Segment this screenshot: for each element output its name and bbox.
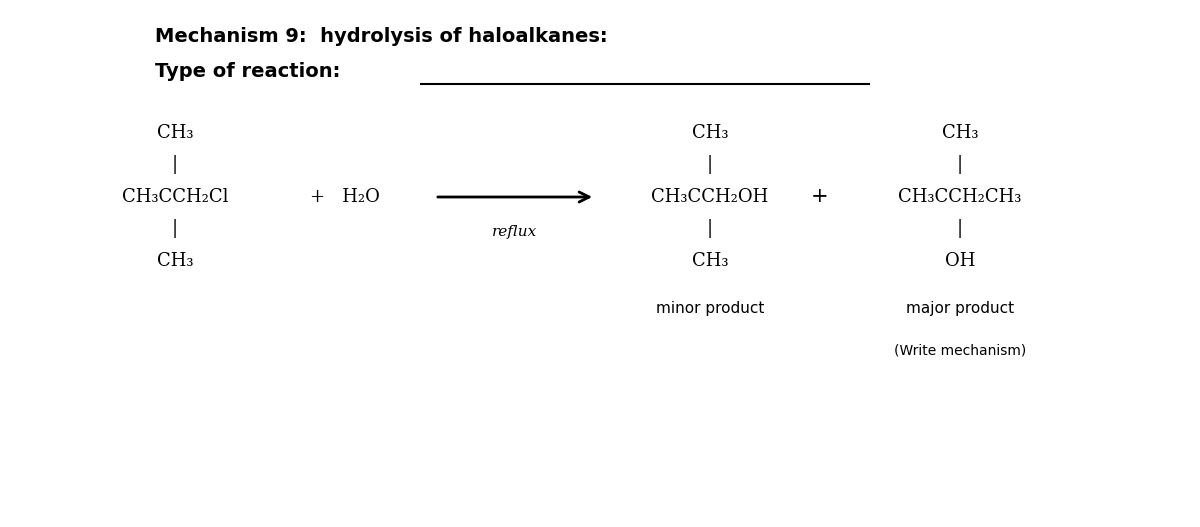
Text: Type of reaction:: Type of reaction: bbox=[155, 62, 341, 81]
Text: CH₃CCH₂CH₃: CH₃CCH₂CH₃ bbox=[899, 188, 1021, 206]
Text: CH₃: CH₃ bbox=[691, 124, 728, 142]
Text: CH₃: CH₃ bbox=[691, 252, 728, 270]
Text: CH₃: CH₃ bbox=[157, 252, 193, 270]
Text: minor product: minor product bbox=[656, 301, 764, 317]
Text: |: | bbox=[707, 220, 713, 239]
Text: (Write mechanism): (Write mechanism) bbox=[894, 344, 1026, 358]
Text: |: | bbox=[956, 220, 964, 239]
Text: CH₃CCH₂OH: CH₃CCH₂OH bbox=[652, 188, 769, 206]
Text: +   H₂O: + H₂O bbox=[310, 188, 380, 206]
Text: major product: major product bbox=[906, 301, 1014, 317]
Text: CH₃: CH₃ bbox=[157, 124, 193, 142]
Text: |: | bbox=[172, 220, 178, 239]
Text: |: | bbox=[172, 155, 178, 174]
Text: CH₃: CH₃ bbox=[942, 124, 978, 142]
Text: reflux: reflux bbox=[492, 225, 538, 239]
Text: OH: OH bbox=[944, 252, 976, 270]
Text: CH₃CCH₂Cl: CH₃CCH₂Cl bbox=[121, 188, 228, 206]
Text: Mechanism 9:  hydrolysis of haloalkanes:: Mechanism 9: hydrolysis of haloalkanes: bbox=[155, 27, 607, 46]
Text: +: + bbox=[811, 188, 829, 207]
Text: |: | bbox=[707, 155, 713, 174]
Text: |: | bbox=[956, 155, 964, 174]
